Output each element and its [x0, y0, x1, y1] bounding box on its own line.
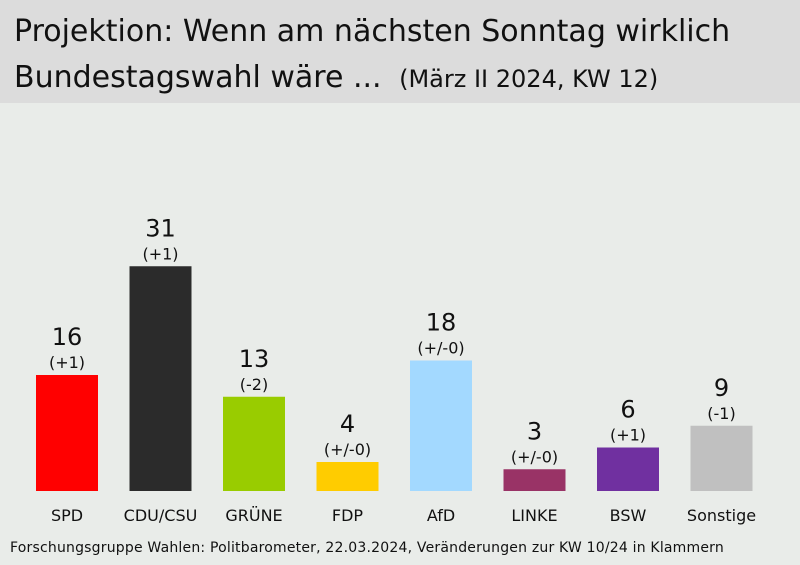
category-label-bsw: BSW: [610, 506, 647, 525]
category-label-gr-ne: GRÜNE: [225, 506, 282, 525]
category-label-spd: SPD: [51, 506, 83, 525]
category-label-linke: LINKE: [511, 506, 557, 525]
category-label-sonstige: Sonstige: [687, 506, 756, 525]
change-label-bsw: (+1): [610, 426, 646, 445]
change-label-fdp: (+/-0): [324, 440, 371, 459]
category-label-cdu-csu: CDU/CSU: [124, 506, 198, 525]
value-label-afd: 18: [426, 309, 457, 337]
bar-bsw: [597, 447, 659, 491]
title-banner: Projektion: Wenn am nächsten Sonntag wir…: [0, 0, 800, 103]
change-label-sonstige: (-1): [707, 404, 735, 423]
chart-title-line2: Bundestagswahl wäre ... (März II 2024, K…: [14, 60, 658, 95]
bar-spd: [36, 375, 98, 491]
value-label-bsw: 6: [620, 396, 635, 424]
value-label-spd: 16: [52, 323, 83, 351]
chart-title-line2-text: Bundestagswahl wäre ...: [14, 60, 382, 95]
value-label-gr-ne: 13: [239, 345, 270, 373]
bar-linke: [503, 469, 566, 491]
bar-gr-ne: [223, 396, 285, 491]
value-label-sonstige: 9: [714, 374, 729, 402]
change-label-linke: (+/-0): [511, 447, 558, 466]
change-label-gr-ne: (-2): [240, 375, 268, 394]
chart-subtitle: (März II 2024, KW 12): [399, 65, 659, 93]
category-label-fdp: FDP: [332, 506, 364, 525]
bar-cdu-csu: [129, 266, 192, 491]
change-label-afd: (+/-0): [417, 339, 464, 358]
change-label-spd: (+1): [49, 353, 85, 372]
change-label-cdu-csu: (+1): [142, 244, 178, 263]
value-label-linke: 3: [527, 417, 542, 445]
value-label-cdu-csu: 31: [145, 214, 176, 242]
value-label-fdp: 4: [340, 410, 355, 438]
source-footnote: Forschungsgruppe Wahlen: Politbarometer,…: [10, 540, 724, 556]
bar-afd: [410, 360, 472, 491]
bar-fdp: [316, 462, 379, 491]
chart-title-line1: Projektion: Wenn am nächsten Sonntag wir…: [14, 14, 731, 49]
category-label-afd: AfD: [427, 506, 455, 525]
bar-sonstige: [690, 425, 753, 491]
